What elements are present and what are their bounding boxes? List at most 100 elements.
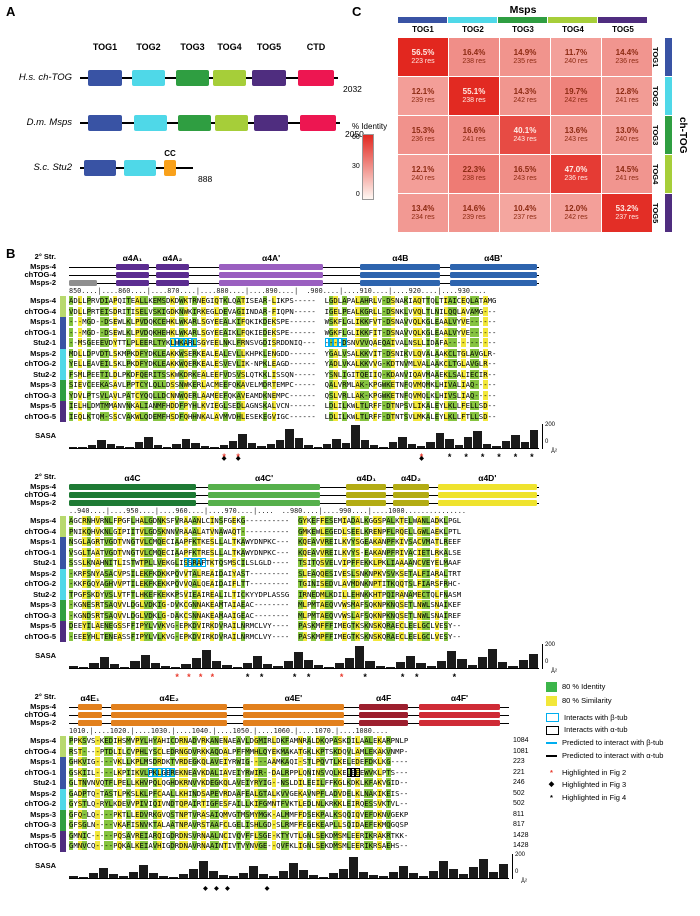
aligned-residues: 223 res: [411, 57, 435, 65]
identity-percent: 14.3%: [513, 87, 537, 97]
aligned-residues: 240 res: [615, 135, 639, 143]
legend-item: Interacts with β-tub: [546, 713, 696, 722]
group-color-bar: [60, 390, 66, 401]
legend-label: Highlighted in Fig 2: [562, 767, 627, 777]
sequence-name: Msps-4: [30, 296, 56, 305]
legend-label: Predicted to interact with α-tub: [562, 751, 664, 761]
sequence-name: chTOG-3: [24, 610, 56, 620]
sequence: GSKIIL----LKPIIKVLPKLGEREKNEAVKDALIAVEIY…: [69, 767, 409, 777]
protein-track: [80, 114, 340, 131]
sequence: FSMLPEETILDLPKDFQERITSSKWKDRKEALEEFVDSVS…: [69, 369, 497, 379]
aligned-residues: 235 res: [513, 57, 537, 65]
sequence-row: Msps-4 AGCRNHVRNLFPGFLHALGDNKSFVRAAANLCIN…: [8, 516, 573, 527]
chtog-tog2-color: [665, 77, 672, 115]
markers: ◆ ◆ ◆ ◆: [69, 884, 509, 894]
sequence: SIEVCEEKASAVLPPTCYLQLLDSSNWKERLACMEEFQKA…: [69, 380, 497, 389]
helix-box: [360, 279, 441, 286]
helix-box: [393, 491, 429, 498]
sequence: YELLEAVEILSKLPKDFYDKLEAKKWQERKEALESVEVLI…: [69, 359, 497, 368]
structure-row-name: Msps-4: [30, 702, 56, 711]
helix-label-row: 2° Str. α4E₁ α4E₂ α4E' α4F α4F': [8, 690, 573, 703]
sequence-name: Msps-4: [30, 736, 56, 745]
helix-label: α4B': [484, 253, 503, 263]
fig3-marker: ◆: [203, 885, 208, 892]
extra-segment: [69, 279, 98, 286]
sequence-row: chTOG-5 IEQLKTQM-SSCVAKWLQDEMFHSDFQHHNKAL…: [8, 411, 573, 422]
helix-label: α4A₁: [122, 253, 143, 263]
helix-box: [449, 279, 537, 286]
structure-track: [69, 491, 539, 499]
sequence-name: chTOG-2: [24, 579, 56, 588]
identity-cell-r4c2: 22.3% 238 res: [449, 155, 499, 193]
helix-box: [393, 483, 429, 490]
legend-item: 80 % Similarity: [546, 695, 696, 706]
helix-box: [437, 491, 537, 498]
domain-tog1: [88, 114, 122, 131]
sasa-row: SASA 200 0 Å²: [8, 642, 573, 675]
alignment-block-3: 2° Str. α4E₁ α4E₂ α4E' α4F α4F' Msps-4 chTOG-4 M…: [8, 690, 573, 894]
helix-box: [418, 703, 501, 710]
protein-name: D.m. Msps: [26, 117, 72, 128]
fig4-marker: *: [464, 452, 468, 462]
helix-box: [207, 491, 321, 498]
aligned-residues: 241 res: [615, 96, 639, 104]
sequence: ADLLPRVDIAPQITEALLKEMSDKDWKTRNEGIQTKLQAT…: [69, 296, 497, 305]
fig3-marker: ◆: [221, 456, 227, 462]
sequence-name: Stu2-1: [33, 558, 56, 567]
identity-percent: 53.2%: [615, 204, 639, 214]
panel-c-label: C: [352, 4, 362, 19]
alignment-block-2: 2° Str. α4C α4C' α4D₁ α4D₂ α4D' Msps-4 chTOG-4 M…: [8, 470, 573, 684]
structure-row: Msps-2: [8, 499, 573, 507]
sequence: --MSGEEEVDYTTLPLEERLTYKLWKARLSGYEELNKLFR…: [69, 338, 497, 347]
sequence: DEEYILAENEGSSFFIPYLVVKVG-EPKDVIRKDVRAILN…: [69, 621, 462, 630]
alignment-legend: 80 % Identity 80 % Similarity Interacts wi…: [546, 682, 696, 810]
fig4-marker: *: [415, 672, 419, 682]
sequence-row: Msps-3 -KGNESRTSAQVVLDGLVDKIG-DVKCGNNAKEA…: [8, 600, 573, 611]
domain-label-tog1: TOG1: [92, 42, 118, 52]
aligned-residues: 234 res: [411, 213, 435, 221]
markers: * ◆ * ◆ * ◆ * * * * * *: [69, 452, 539, 464]
sequence-row: chTOG-1 GSKIIL----LKPIIKVLPKLGEREKNEAVKDA…: [8, 767, 573, 778]
helix-label: α4F: [376, 693, 392, 703]
identity-cell-r2c3: 14.3% 242 res: [500, 77, 550, 115]
sasa-scale-text: Å²: [521, 878, 527, 885]
fig3-marker: ◆: [225, 885, 230, 892]
end-residue-number: 1081: [513, 747, 529, 755]
sequence-row: Msps-4 PPKSVS-KEDIHSMVPYLHYAHICDRNADVRKAN…: [8, 736, 573, 747]
group-color-bar: [60, 778, 66, 789]
heatmap-column-headers: TOG1 TOG2 TOG3 TOG4 TOG5: [398, 25, 648, 34]
identity-percent: 16.6%: [462, 126, 486, 136]
identity-cell-r1c2: 16.4% 238 res: [449, 38, 499, 76]
sequence-name: Msps-2: [30, 348, 56, 358]
helix-box: [418, 719, 501, 726]
helix-box: [449, 263, 537, 270]
helix-box: [69, 499, 196, 506]
sequence: -EEEYHLTENEASSFIPYLVLKVG-EPKDVIRKDVRAILN…: [69, 631, 462, 641]
gradient-bar: [361, 134, 374, 200]
residue-ruler: ..940....|....950....|....960....|....97…: [69, 507, 466, 515]
end-residue-number: 1428: [513, 831, 529, 839]
aligned-residues: 240 res: [411, 174, 435, 182]
fig4-marker: *: [447, 452, 452, 462]
alignment-block-1: 2° Str. α4A₁ α4A₂ α4A' α4B α4B' Msps-4 chTOG-4 M…: [8, 250, 573, 464]
protein-row: H.s. ch-TOG 2032: [6, 55, 362, 100]
structure-track: [69, 711, 509, 719]
sequence-row: chTOG-3 -KGNDSRTSAQVVLDGLVDKLG-DAKCSNNAKE…: [8, 610, 573, 621]
sasa-bars: [69, 424, 539, 449]
sequence-name: Msps-1: [30, 757, 56, 766]
protein-length: 2050: [345, 129, 364, 139]
secondary-structure-label: 2° Str.: [34, 252, 56, 261]
msps-tog4-color: [548, 17, 597, 23]
identity-cell-r3c1: 15.3% 236 res: [398, 116, 448, 154]
structure-track: [69, 719, 509, 727]
aligned-residues: 243 res: [513, 135, 537, 143]
helix-box: [219, 279, 323, 286]
sequence-name: Msps-3: [30, 600, 56, 609]
sequence-name: chTOG-5: [24, 841, 56, 850]
sequence-row: Msps-1 NSGLAGRTVGDTVNGTVLCMQECIAAPFKTKESL…: [8, 537, 573, 548]
sequence: GYSTLQ-RYLKDEVVPIVIQIVNDTQPAIRTIGFESFAIL…: [69, 799, 409, 808]
end-residue-number: 502: [513, 789, 525, 797]
legend-item: Predicted to interact with β-tub: [546, 738, 696, 747]
group-color-bar: [60, 799, 66, 810]
identity-percent: 16.5%: [513, 165, 537, 175]
